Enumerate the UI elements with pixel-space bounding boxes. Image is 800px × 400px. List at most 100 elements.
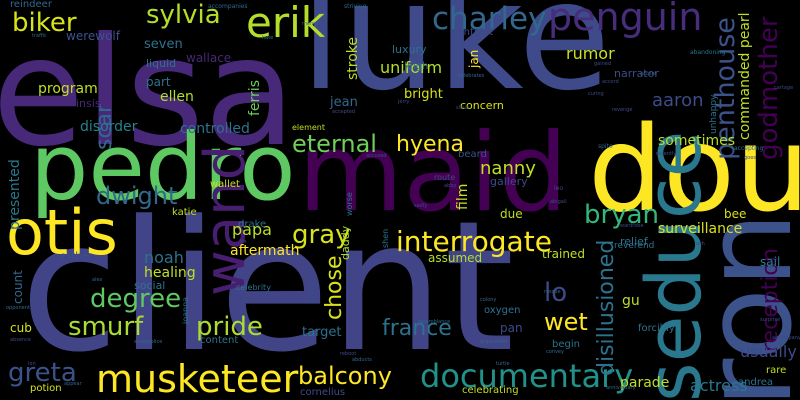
word-graduation: graduation [480, 339, 508, 345]
word-accused: accused [366, 153, 387, 159]
word-luke: luke [300, 0, 611, 124]
word-cartage: cartage [774, 85, 794, 91]
word-tie: tie [240, 239, 247, 245]
word-narrator: narrator [614, 67, 659, 80]
word-recently: recently [656, 151, 677, 157]
word-dwight: dwight [96, 182, 178, 210]
word-oxygen: oxygen [484, 305, 521, 316]
word-reboot: reboot [340, 351, 357, 357]
word-unhappy: unhappy [709, 94, 719, 134]
word-actress: actress [690, 376, 748, 395]
word-wardrobe: wardrobe [620, 223, 644, 229]
word-slave: slave [456, 105, 470, 111]
word-jean: jean [330, 95, 358, 110]
word-pedro: pedro [30, 114, 296, 221]
word-abducts: abducts [352, 357, 372, 363]
word-target: target [302, 325, 342, 340]
word-disorder: disorder [80, 119, 138, 135]
word-otis: otis [6, 196, 118, 269]
word-potion: potion [30, 383, 62, 394]
word-program: program [38, 81, 98, 97]
word-surveillance: surveillance [658, 221, 743, 237]
word-surprise: surprise [760, 317, 781, 323]
word-maid: maid [298, 111, 568, 236]
word-documentary: documentary [420, 357, 634, 395]
word-healing: healing [144, 265, 196, 281]
word-curing: curing [588, 91, 604, 97]
word-usually: usually [740, 342, 797, 361]
word-controlled: controlled [180, 121, 250, 137]
word-france: france [382, 316, 452, 341]
word-anniversary: anniversary [606, 385, 636, 391]
word-count: count [11, 270, 25, 304]
word-commanded-pearl: commanded pearl [737, 12, 753, 140]
word-sometimes: sometimes [658, 133, 736, 149]
word-assumed: assumed [428, 251, 483, 265]
word-cornelius: cornelius [300, 387, 346, 398]
word-aaron: aaron [652, 90, 704, 111]
word-due: due [500, 207, 523, 221]
word-content: content [200, 335, 239, 346]
word-celebrates: celebrates [458, 73, 485, 79]
word-interrogate: interrogate [396, 225, 552, 258]
word-rumor: rumor [566, 44, 615, 63]
word-revenge: revenge [612, 107, 633, 113]
word-reindeer: reindeer [10, 0, 52, 10]
word-concern: concern [460, 99, 504, 112]
word-goes: goes [744, 155, 756, 161]
word-drake: drake [238, 219, 267, 230]
word-worse: worse [345, 192, 354, 216]
word-accord: accord [602, 79, 619, 85]
word-sadly: sadly [414, 203, 428, 209]
word-musketeer: musketeer [96, 357, 299, 400]
word-shen: shen [381, 228, 390, 248]
word-gained: gained [594, 61, 612, 67]
word-accomplice: accomplice [134, 339, 163, 345]
word-social: social [134, 279, 166, 292]
word-wet: wet [544, 308, 588, 336]
word-abby: abby [444, 183, 457, 189]
word-mercy: mercy [302, 21, 318, 27]
word-daddy: daddy [339, 225, 352, 260]
word-celebrity: celebrity [236, 283, 271, 292]
word-esther: esther [60, 251, 92, 262]
word-gu: gu [622, 293, 640, 309]
word-katie: katie [172, 207, 197, 218]
word-element: element [292, 123, 325, 132]
word-spite: spite [598, 143, 613, 150]
word-traffic: traffic [32, 33, 47, 39]
word-resemblance: resemblance [418, 319, 451, 325]
word-trained: trained [542, 247, 585, 261]
word-nanny: nanny [480, 158, 536, 179]
word-degree: degree [90, 284, 182, 314]
word-papa: papa [232, 220, 272, 239]
word-uniform: uniform [380, 58, 443, 77]
word-wallace: wallace [186, 51, 232, 65]
word-andrea: andrea [738, 377, 773, 388]
word-insist: insist [76, 97, 105, 110]
word-ion: ion [28, 361, 36, 367]
word-ferris: ferris [247, 80, 263, 116]
word-elsa: elsa [0, 6, 297, 180]
word-turtle: turtle [496, 361, 510, 367]
word-convey: convey [546, 349, 564, 355]
word-part: part [146, 75, 171, 89]
word-contrast: contrast [452, 27, 494, 38]
word-alex: alex [92, 277, 103, 283]
word-accompany: accompany [772, 335, 800, 341]
word-luxury: luxury [392, 43, 427, 56]
word-cub: cub [10, 321, 32, 335]
word-accent: accent [640, 71, 657, 77]
word-doug: doug [588, 100, 800, 238]
word-sail: sail [760, 255, 781, 269]
word-balcony: balcony [298, 362, 392, 390]
word-liquid: liquid [146, 57, 177, 70]
word-abandoning: abandoning [690, 49, 726, 56]
word-celebrating: celebrating [462, 385, 519, 396]
word-rate: rate [305, 277, 320, 304]
word-accepted: accepted [332, 109, 356, 115]
word-jerry: jerry [398, 99, 410, 105]
word-bryan: bryan [584, 200, 659, 230]
word-charley: charley [432, 1, 547, 37]
